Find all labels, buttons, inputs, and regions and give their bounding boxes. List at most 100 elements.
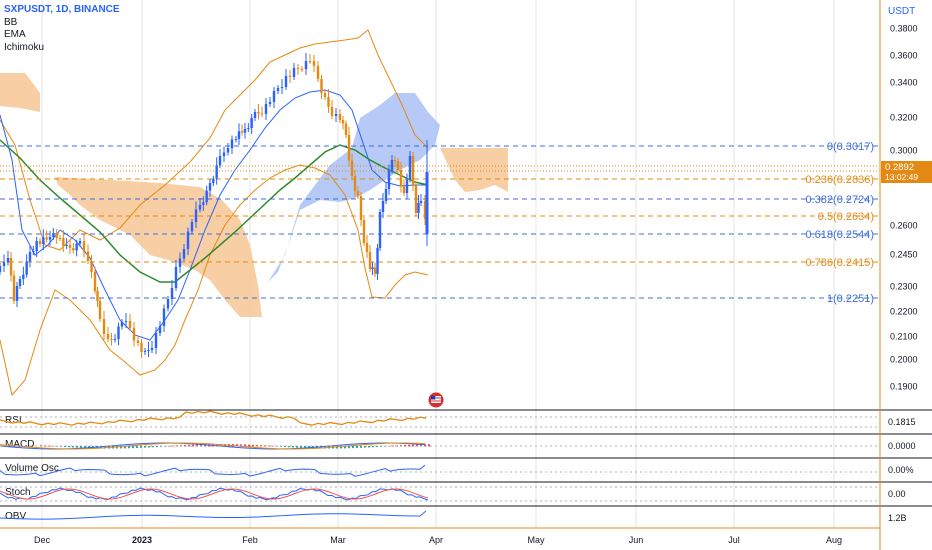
fib-level-label: 0.786(0.2415)	[806, 257, 875, 269]
candle-body	[178, 258, 182, 267]
candle-body	[117, 326, 120, 339]
candle-body	[425, 172, 429, 234]
time-tick-label: Jul	[728, 535, 740, 545]
candle-body	[378, 212, 382, 248]
candle-body	[226, 148, 230, 153]
candle-body	[147, 350, 150, 351]
candle-body	[387, 170, 391, 189]
macd-hist-bar	[132, 446, 134, 449]
candle-body	[368, 252, 372, 269]
flag-icon[interactable]	[428, 392, 444, 408]
candle-body	[162, 308, 166, 326]
candle-body	[132, 328, 136, 341]
macd-hist-bar	[168, 445, 170, 447]
candle-body	[365, 243, 369, 252]
candle-body	[65, 245, 68, 246]
macd-hist-bar	[364, 446, 366, 448]
candle-body	[128, 321, 132, 328]
candle-body	[208, 183, 212, 191]
candle-body	[55, 233, 58, 238]
macd-hist-bar	[156, 446, 158, 448]
candle-body	[136, 340, 140, 343]
candle-body	[170, 288, 174, 299]
candle-body	[68, 245, 72, 248]
candle-body	[72, 248, 75, 251]
candle-body	[45, 237, 48, 240]
candle-body	[350, 160, 354, 176]
candle-body	[393, 160, 397, 161]
macd-hist-bar	[84, 446, 86, 448]
macd-hist-bar	[296, 446, 298, 448]
macd-hist-bar	[128, 446, 130, 449]
candle-body	[32, 251, 35, 252]
macd-hist-bar	[408, 444, 410, 447]
macd-hist-bar	[304, 446, 306, 448]
candle-body	[205, 190, 208, 203]
candle-body	[292, 68, 296, 77]
candle-body	[264, 104, 268, 114]
candle-body	[154, 333, 158, 348]
candle-body	[186, 231, 190, 249]
macd-hist-bar	[412, 444, 414, 447]
candle-body	[212, 178, 215, 183]
price-tick-label: 0.2000	[890, 355, 918, 365]
macd-hist-bar	[48, 445, 50, 447]
candle-body	[353, 176, 357, 191]
fib-level-label: 0.618(0.2544)	[806, 229, 875, 241]
macd-hist-bar	[300, 446, 302, 448]
candle-body	[102, 319, 106, 334]
macd-hist-bar	[428, 444, 430, 447]
candle-body	[0, 266, 2, 272]
stoch-k-line	[0, 487, 429, 501]
candle-body	[253, 112, 257, 118]
time-tick-label: Feb	[242, 535, 258, 545]
indicator-bb-label[interactable]: BB	[4, 16, 18, 28]
candle-body	[288, 76, 292, 77]
price-tick-label: 0.2100	[890, 332, 918, 342]
macd-hist-bar	[244, 444, 246, 447]
candle-body	[419, 201, 423, 203]
pane-title: OBV	[5, 511, 26, 522]
candle-body	[417, 203, 420, 213]
price-tick-label: 0.2600	[890, 221, 918, 231]
symbol-title[interactable]: SXPUSDT, 1D, BINANCE	[4, 4, 120, 15]
candle-body	[110, 339, 113, 340]
candle-body	[272, 91, 276, 102]
price-tag-bg	[881, 161, 932, 183]
macd-hist-bar	[64, 446, 66, 448]
macd-hist-bar	[292, 446, 294, 448]
candle-body	[38, 241, 42, 244]
candle-body	[9, 258, 13, 276]
indicator-ichimoku-label[interactable]: Ichimoku	[4, 41, 45, 53]
candle-body	[237, 131, 241, 139]
candle-body	[150, 348, 154, 350]
price-tick-label: 0.3000	[890, 146, 918, 156]
candle-body	[408, 156, 412, 180]
macd-hist-bar	[344, 446, 346, 449]
rsi-line	[0, 410, 427, 426]
macd-hist-bar	[68, 446, 70, 448]
macd-hist-bar	[204, 444, 206, 447]
candle-body	[338, 114, 342, 120]
candle-body	[15, 286, 19, 301]
candle-body	[25, 261, 28, 275]
candle-body	[82, 241, 86, 252]
macd-hist-bar	[88, 446, 90, 449]
macd-hist-bar	[240, 444, 242, 447]
indicator-ema-label[interactable]: EMA	[4, 29, 26, 40]
macd-hist-bar	[352, 446, 354, 449]
macd-hist-bar	[172, 445, 174, 447]
pane-scale-label: 1.2B	[888, 513, 907, 523]
candle-body	[300, 69, 304, 70]
price-tick-label: 0.2200	[890, 307, 918, 317]
time-tick-label: May	[527, 535, 545, 545]
macd-hist-bar	[376, 446, 378, 448]
candle-body	[2, 262, 6, 266]
ema-line-path	[0, 139, 429, 283]
macd-hist-bar	[416, 444, 418, 447]
obv-line	[0, 510, 427, 520]
time-tick-label: Mar	[330, 535, 346, 545]
macd-hist-bar	[248, 444, 250, 447]
